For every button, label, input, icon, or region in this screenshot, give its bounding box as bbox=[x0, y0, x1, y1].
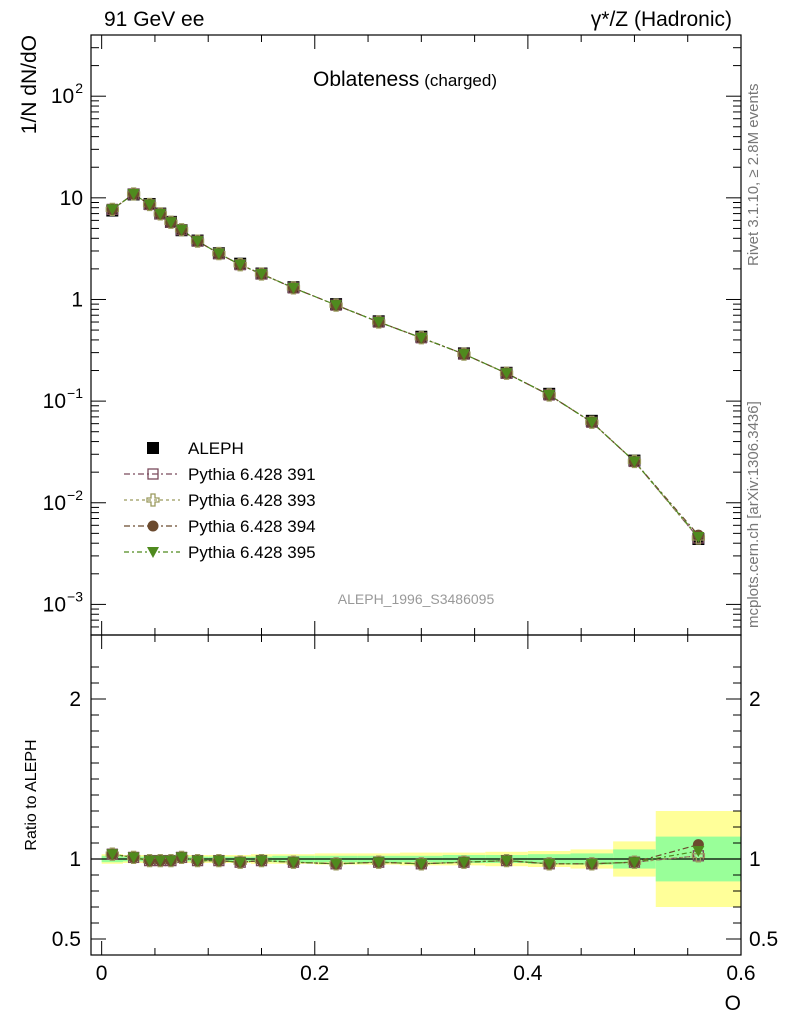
pythia-395-marker bbox=[500, 855, 513, 867]
pythia-395-marker bbox=[255, 269, 268, 281]
ratio-y-tick-label-right: 1 bbox=[749, 848, 761, 871]
pythia-395-marker bbox=[164, 217, 177, 229]
pythia-395-marker bbox=[164, 855, 177, 867]
pythia-395-marker bbox=[191, 236, 204, 248]
header-left-label: 91 GeV ee bbox=[104, 8, 205, 31]
pythia-395-marker bbox=[255, 855, 268, 867]
ratio-y-tick-label: 2 bbox=[69, 688, 81, 711]
chart-subtitle: (charged) bbox=[424, 71, 497, 90]
pythia-395-marker bbox=[212, 248, 225, 260]
ratio-y-tick-label-right: 2 bbox=[749, 688, 761, 711]
pythia-395-marker bbox=[585, 417, 598, 429]
x-tick-label: 0.4 bbox=[513, 962, 543, 985]
pythia-395-marker bbox=[628, 456, 641, 468]
y-tick-exponent: −1 bbox=[67, 385, 83, 401]
pythia-394-marker bbox=[147, 520, 159, 532]
pythia-395-marker bbox=[628, 857, 641, 869]
ratio-y-tick-label: 0.5 bbox=[52, 928, 81, 951]
pythia-395-marker bbox=[175, 224, 188, 236]
pythia-395-marker bbox=[143, 199, 156, 211]
x-tick-label: 0.6 bbox=[726, 962, 755, 985]
pythia-395-marker bbox=[330, 858, 343, 870]
y-tick-label: 10 bbox=[60, 187, 83, 210]
x-tick-label: 0.2 bbox=[300, 962, 329, 985]
pythia-395-marker bbox=[585, 858, 598, 870]
pythia-395-marker bbox=[147, 547, 159, 558]
legend: ALEPH Pythia 6.428 391 Pythia 6.428 393 Pyt… bbox=[124, 439, 316, 562]
pythia-395-marker bbox=[154, 208, 167, 220]
y-tick-exponent: 2 bbox=[75, 80, 83, 96]
legend-label: Pythia 6.428 393 bbox=[188, 491, 316, 510]
y-tick-label: 10 bbox=[51, 85, 74, 108]
pythia-395-marker bbox=[234, 857, 247, 869]
pythia-393-marker bbox=[691, 849, 706, 863]
ratio-y-axis-label: Ratio to ALEPH bbox=[23, 739, 40, 850]
y-tick-exponent: −3 bbox=[67, 588, 83, 604]
pythia-395-marker bbox=[330, 300, 343, 312]
pythia-395-marker bbox=[692, 846, 705, 857]
chart-title: Oblateness bbox=[313, 68, 419, 91]
y-tick-exponent: −2 bbox=[67, 487, 83, 503]
plot-data bbox=[105, 187, 706, 871]
pythia-395-marker bbox=[457, 349, 470, 361]
pythia-395-marker bbox=[175, 852, 188, 864]
legend-label: Pythia 6.428 395 bbox=[188, 543, 316, 562]
pythia-395-marker bbox=[143, 855, 156, 867]
pythia-395-marker bbox=[457, 857, 470, 869]
ratio-plot-frame bbox=[90, 634, 742, 956]
pythia-395-marker bbox=[543, 389, 556, 401]
pythia-395-marker bbox=[191, 855, 204, 867]
y-tick-label: 10 bbox=[43, 593, 66, 616]
y-tick-label: 10 bbox=[43, 390, 66, 413]
pythia-395-marker bbox=[692, 532, 705, 544]
x-tick-label: 0 bbox=[96, 962, 108, 985]
aleph-marker bbox=[147, 442, 159, 454]
pythia-395-marker bbox=[234, 259, 247, 271]
legend-label: Pythia 6.428 391 bbox=[188, 465, 316, 484]
y-tick-label: 1 bbox=[71, 288, 83, 311]
x-axis-label: O bbox=[725, 992, 741, 1015]
pythia-395-marker bbox=[127, 189, 140, 201]
y-tick-label: 10 bbox=[43, 492, 66, 515]
analysis-watermark: ALEPH_1996_S3486095 bbox=[338, 591, 495, 607]
pythia-395-marker bbox=[415, 332, 428, 344]
legend-label: Pythia 6.428 394 bbox=[188, 517, 316, 536]
pythia-395-marker bbox=[287, 282, 300, 294]
pythia-395-marker bbox=[500, 368, 513, 380]
pythia-395-marker bbox=[415, 858, 428, 870]
pythia-395-marker bbox=[372, 857, 385, 869]
pythia-395-marker bbox=[127, 852, 140, 864]
pythia-395-marker bbox=[106, 204, 119, 216]
pythia-395-marker bbox=[106, 849, 119, 861]
legend-label: ALEPH bbox=[188, 439, 244, 458]
ratio-series-line bbox=[112, 850, 699, 865]
y-axis-label: 1/N dN/dO bbox=[18, 35, 41, 134]
pythia-395-marker bbox=[212, 855, 225, 867]
pythia-395-marker bbox=[154, 855, 167, 867]
plot-text: Oblateness (charged) ALEPH_1996_S3486095 1/… bbox=[18, 35, 741, 1015]
pythia-391-marker bbox=[147, 468, 159, 480]
header-right-label: γ*/Z (Hadronic) bbox=[590, 8, 732, 31]
pythia-395-marker bbox=[543, 858, 556, 870]
pythia-395-marker bbox=[372, 317, 385, 329]
pythia-393-marker bbox=[146, 493, 160, 507]
pythia-395-marker bbox=[287, 857, 300, 869]
ratio-y-tick-label: 1 bbox=[69, 848, 81, 871]
ratio-y-tick-label-right: 0.5 bbox=[749, 928, 778, 951]
